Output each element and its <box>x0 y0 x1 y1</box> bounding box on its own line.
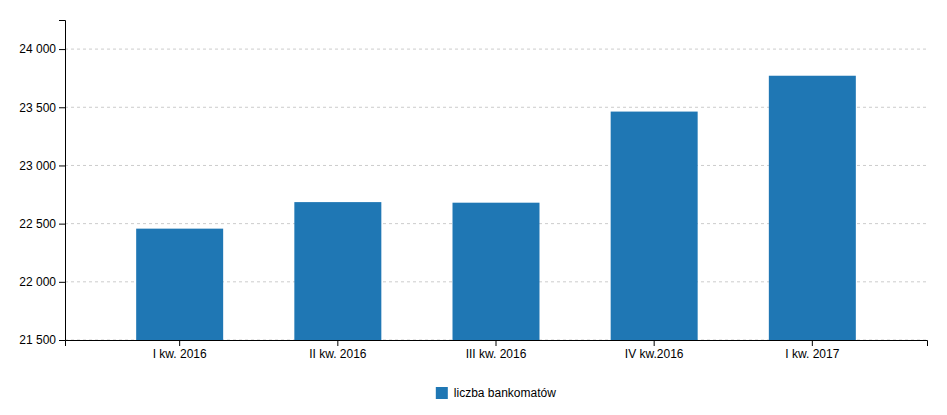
bar <box>611 112 698 340</box>
y-tick: 22 000 <box>19 275 65 289</box>
y-tick-label: 24 000 <box>19 42 56 56</box>
x-tick-label: I kw. 2017 <box>785 347 839 361</box>
chart: 21 500 22 000 22 500 23 000 23 500 24 000 I kw… <box>0 0 947 415</box>
y-tick-mark <box>59 49 65 50</box>
bar <box>294 202 381 340</box>
x-tick-label: I kw. 2016 <box>153 347 207 361</box>
y-tick: 24 000 <box>19 42 65 56</box>
plot: 21 500 22 000 22 500 23 000 23 500 24 000 I kw… <box>19 21 927 361</box>
x-axis: I kw. 2016 II kw. 2016 III kw. 2016 IV kw.2… <box>66 340 928 361</box>
legend-item: liczba bankomatów <box>436 386 556 400</box>
y-tick-mark <box>59 107 65 108</box>
x-tick-mark <box>179 340 180 346</box>
x-tick-mark <box>337 340 338 346</box>
x-tick-mark <box>654 340 655 346</box>
y-tick: 21 500 <box>19 333 65 347</box>
y-tick-label: 23 000 <box>19 159 56 173</box>
x-tick-mark <box>812 340 813 346</box>
y-tick-label: 22 500 <box>19 217 56 231</box>
bar <box>136 229 223 340</box>
x-tick-label: IV kw.2016 <box>625 347 684 361</box>
x-tick: I kw. 2017 <box>785 340 839 361</box>
grid-line <box>65 49 927 50</box>
y-tick: 23 500 <box>19 101 65 115</box>
x-axis-line <box>66 341 928 347</box>
bars <box>136 76 856 340</box>
bar <box>453 203 540 340</box>
bar <box>769 76 856 340</box>
legend-label: liczba bankomatów <box>454 386 556 400</box>
legend: liczba bankomatów <box>436 386 556 400</box>
x-tick: I kw. 2016 <box>153 340 207 361</box>
x-tick: III kw. 2016 <box>466 340 527 361</box>
x-tick: II kw. 2016 <box>309 340 367 361</box>
y-tick: 22 500 <box>19 217 65 231</box>
legend-swatch <box>436 387 448 399</box>
y-axis: 21 500 22 000 22 500 23 000 23 500 24 000 <box>19 21 65 348</box>
y-tick-label: 23 500 <box>19 101 56 115</box>
y-tick-label: 22 000 <box>19 275 56 289</box>
x-tick: IV kw.2016 <box>625 340 684 361</box>
y-tick-mark <box>59 340 65 341</box>
x-tick-mark <box>496 340 497 346</box>
x-tick-label: II kw. 2016 <box>309 347 367 361</box>
y-tick-mark <box>59 282 65 283</box>
grid <box>65 49 927 340</box>
y-tick: 23 000 <box>19 159 65 173</box>
x-tick-label: III kw. 2016 <box>466 347 527 361</box>
y-tick-label: 21 500 <box>19 333 56 347</box>
y-axis-line <box>59 21 66 341</box>
y-tick-mark <box>59 165 65 166</box>
y-tick-mark <box>59 224 65 225</box>
